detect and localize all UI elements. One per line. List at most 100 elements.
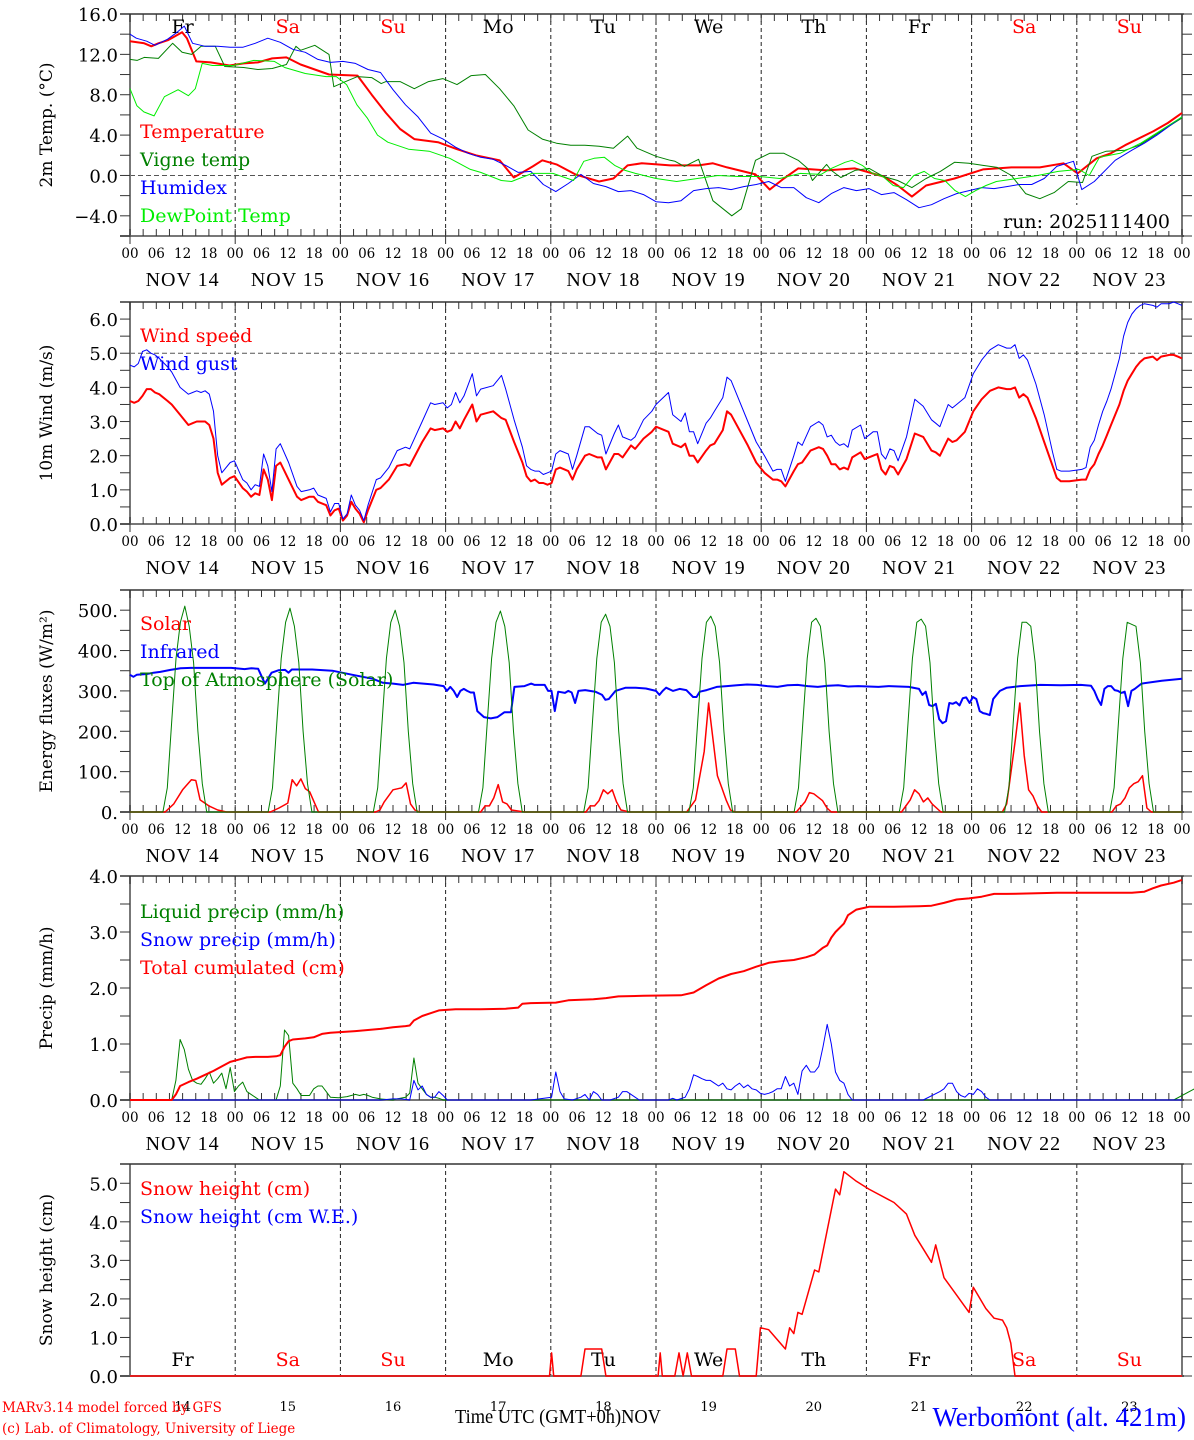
day-name-label: We	[694, 1349, 723, 1371]
y-tick-label: 0.0	[89, 515, 118, 536]
x-hour-label: 00	[437, 822, 454, 838]
legend-wind-gust: Wind gust	[140, 353, 238, 375]
x-date-label: NOV 17	[461, 269, 535, 291]
x-date-label: NOV 19	[672, 1133, 746, 1155]
legend-temperature: Temperature	[140, 121, 264, 143]
x-hour-label: 18	[516, 1110, 533, 1126]
day-name-label: Sa	[1012, 1349, 1036, 1371]
day-name-label: Fr	[171, 1349, 194, 1371]
x-hour-label: 06	[253, 1110, 270, 1126]
x-hour-label: 00	[858, 534, 875, 550]
model-credit: MARv3.14 model forced by GFS	[2, 1400, 222, 1416]
month-label: NOV	[621, 1406, 661, 1428]
legend-snow-precip-mm-h-: Snow precip (mm/h)	[140, 929, 336, 951]
y-tick-label: 4.0	[89, 378, 118, 399]
x-hour-label: 12	[700, 246, 717, 262]
x-hour-label: 12	[700, 1110, 717, 1126]
x-hour-label: 06	[148, 246, 165, 262]
x-hour-label: 12	[910, 534, 927, 550]
x-date-label: NOV 19	[672, 269, 746, 291]
y-tick-label: 16.0	[78, 5, 118, 26]
x-hour-label: 18	[411, 534, 428, 550]
x-hour-label: 12	[174, 246, 191, 262]
x-hour-label: 12	[490, 534, 507, 550]
x-hour-label: 18	[621, 534, 638, 550]
x-hour-label: 18	[516, 822, 533, 838]
x-hour-label: 12	[805, 1110, 822, 1126]
x-hour-label: 06	[989, 1110, 1006, 1126]
day-name-label: Su	[380, 16, 405, 38]
x-hour-label: 12	[174, 1110, 191, 1126]
x-date-label: NOV 17	[461, 557, 535, 579]
x-hour-label: 18	[411, 1110, 428, 1126]
x-hour-label: 00	[227, 822, 244, 838]
x-hour-label: 06	[1095, 822, 1112, 838]
x-date-label: NOV 17	[461, 1133, 535, 1155]
x-hour-label: 06	[674, 1110, 691, 1126]
x-date-label: NOV 16	[356, 269, 430, 291]
x-hour-label: 12	[490, 246, 507, 262]
x-hour-label: 00	[1173, 1110, 1190, 1126]
x-hour-label: 12	[1121, 1110, 1138, 1126]
y-tick-label: 500.	[78, 601, 118, 622]
x-hour-label: 00	[647, 822, 664, 838]
x-day-number: 17	[490, 1400, 507, 1415]
panel-energy: 500. 400. 300. 200. 100. 0. Energy fluxes (W/m…	[37, 589, 1192, 867]
x-hour-label: 00	[542, 1110, 559, 1126]
x-hour-label: 12	[384, 1110, 401, 1126]
x-hour-label: 12	[174, 534, 191, 550]
station-name: Werbomont (alt. 421m)	[932, 1402, 1186, 1432]
x-hour-label: 18	[306, 534, 323, 550]
x-date-label: NOV 14	[146, 269, 220, 291]
x-hour-label: 06	[253, 822, 270, 838]
x-hour-label: 12	[595, 534, 612, 550]
lab-credit: (c) Lab. of Climatology, University of L…	[2, 1421, 296, 1437]
x-date-label: NOV 22	[987, 557, 1061, 579]
x-hour-label: 00	[227, 246, 244, 262]
x-hour-label: 00	[332, 1110, 349, 1126]
x-hour-label: 06	[463, 1110, 480, 1126]
x-hour-label: 12	[805, 534, 822, 550]
legend-total-cumulated-cm-: Total cumulated (cm)	[140, 957, 345, 979]
y-tick-label: 1.0	[89, 1035, 118, 1056]
x-hour-label: 06	[989, 534, 1006, 550]
y-tick-label: 2.0	[89, 1290, 118, 1311]
x-hour-label: 00	[1173, 822, 1190, 838]
x-hour-label: 00	[858, 246, 875, 262]
x-date-label: NOV 21	[882, 1133, 956, 1155]
day-name-label: Mo	[483, 1349, 514, 1371]
x-date-label: NOV 15	[251, 845, 325, 867]
series-line-vigne-temp	[129, 42, 1183, 217]
x-date-label: NOV 20	[777, 557, 851, 579]
x-hour-label: 00	[542, 246, 559, 262]
y-tick-label: 400.	[78, 642, 118, 663]
x-hour-label: 18	[516, 534, 533, 550]
x-date-label: NOV 19	[672, 845, 746, 867]
x-date-label: NOV 18	[566, 269, 640, 291]
y-tick-label: 12.0	[78, 45, 118, 66]
x-hour-label: 18	[306, 246, 323, 262]
x-hour-label: 06	[569, 1110, 586, 1126]
legend-liquid-precip-mm-h-: Liquid precip (mm/h)	[140, 901, 344, 923]
y-tick-label: 2.0	[89, 979, 118, 1000]
x-date-label: NOV 20	[777, 845, 851, 867]
x-hour-label: 12	[384, 246, 401, 262]
series-line-wind-gust	[129, 301, 1183, 522]
x-hour-label: 00	[1173, 246, 1190, 262]
x-day-number: 21	[911, 1400, 928, 1415]
day-name-label: Su	[1117, 1349, 1142, 1371]
series-line-dewpoint-temp	[129, 59, 1183, 198]
x-hour-label: 12	[910, 246, 927, 262]
day-name-label: Tu	[591, 16, 616, 38]
x-hour-label: 18	[306, 1110, 323, 1126]
x-hour-label: 18	[516, 246, 533, 262]
y-tick-label: 8.0	[89, 86, 118, 107]
x-hour-label: 12	[1016, 822, 1033, 838]
x-hour-label: 18	[1147, 822, 1164, 838]
x-hour-label: 00	[542, 534, 559, 550]
x-hour-label: 06	[358, 246, 375, 262]
x-hour-label: 00	[753, 822, 770, 838]
y-tick-label: 0.0	[89, 166, 118, 187]
x-day-number: 14	[174, 1400, 191, 1415]
